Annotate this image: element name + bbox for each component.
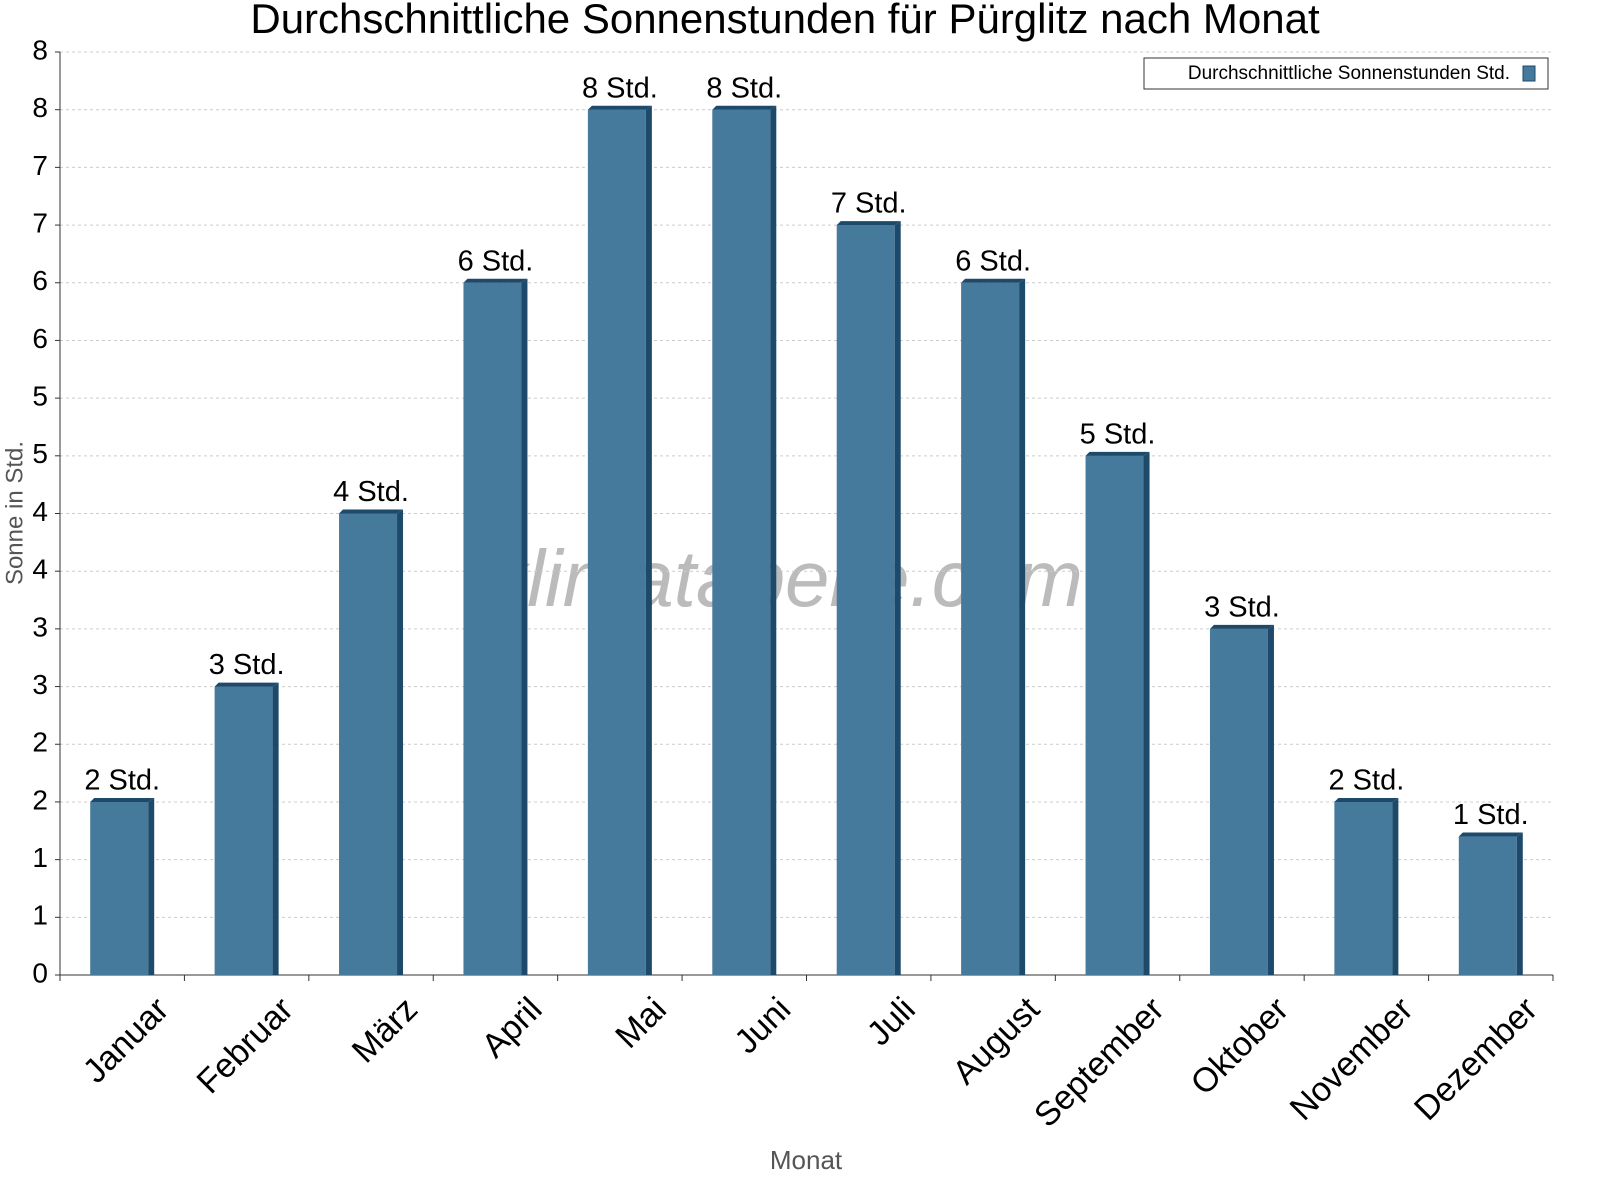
bar-side xyxy=(770,105,777,975)
bar xyxy=(587,109,646,975)
value-label: 6 Std. xyxy=(458,245,534,277)
bar xyxy=(836,225,895,975)
bar xyxy=(1334,801,1393,975)
bar xyxy=(961,282,1020,975)
bar-top xyxy=(1085,451,1150,456)
value-label: 8 Std. xyxy=(706,72,782,104)
y-tick-label: 2 xyxy=(32,784,48,815)
chart-title: Durchschnittliche Sonnenstunden für Pürg… xyxy=(250,0,1320,42)
bar xyxy=(339,513,398,975)
value-label: 2 Std. xyxy=(1328,765,1404,797)
y-tick-label: 8 xyxy=(32,92,48,123)
bar-side xyxy=(521,278,528,975)
y-tick-label: 5 xyxy=(32,438,48,469)
y-tick-label: 6 xyxy=(32,265,48,296)
value-label: 7 Std. xyxy=(831,188,907,220)
value-label: 6 Std. xyxy=(955,245,1031,277)
y-axis-label: Sonne in Std. xyxy=(1,441,28,585)
bar-top xyxy=(214,682,279,687)
value-label: 2 Std. xyxy=(84,765,160,797)
bar-side xyxy=(1143,451,1150,975)
y-tick-label: 8 xyxy=(32,34,48,65)
bar-side xyxy=(1267,624,1274,975)
bar-side xyxy=(1019,278,1026,975)
value-label: 4 Std. xyxy=(333,476,409,508)
y-tick-label: 6 xyxy=(32,323,48,354)
y-tick-label: 3 xyxy=(32,611,48,642)
bar xyxy=(712,109,771,975)
y-tick-label: 2 xyxy=(32,727,48,758)
y-tick-label: 7 xyxy=(32,150,48,181)
bar xyxy=(1209,628,1268,975)
bar xyxy=(90,801,149,975)
bar-side xyxy=(1392,797,1399,975)
bar-side xyxy=(272,682,279,975)
bar xyxy=(1458,836,1517,975)
bar xyxy=(463,282,522,975)
bar-side xyxy=(397,509,404,975)
value-label: 3 Std. xyxy=(1204,592,1280,624)
y-tick-label: 4 xyxy=(32,496,48,527)
y-tick-label: 3 xyxy=(32,669,48,700)
y-tick-label: 7 xyxy=(32,207,48,238)
y-tick-label: 1 xyxy=(32,900,48,931)
bar-top xyxy=(463,278,528,283)
bar-top xyxy=(1334,797,1399,802)
bar-top xyxy=(90,797,155,802)
legend-swatch xyxy=(1522,65,1536,82)
bar-top xyxy=(961,278,1026,283)
bar-top xyxy=(712,105,777,110)
value-label: 5 Std. xyxy=(1080,418,1156,450)
bar xyxy=(214,686,273,975)
bar-top xyxy=(1209,624,1274,629)
bar-side xyxy=(645,105,652,975)
x-axis-label: Monat xyxy=(770,1145,843,1175)
bar-top xyxy=(339,509,404,514)
bar-top xyxy=(587,105,652,110)
value-label: 1 Std. xyxy=(1453,799,1529,831)
bar xyxy=(1085,455,1144,975)
y-tick-label: 1 xyxy=(32,842,48,873)
bar-side xyxy=(148,797,155,975)
value-label: 3 Std. xyxy=(209,649,285,681)
bar-top xyxy=(1458,832,1523,837)
bar-side xyxy=(1516,832,1523,975)
legend-label: Durchschnittliche Sonnenstunden Std. xyxy=(1188,63,1510,84)
value-label: 8 Std. xyxy=(582,72,658,104)
y-tick-label: 5 xyxy=(32,381,48,412)
bar-side xyxy=(894,221,901,975)
legend-box xyxy=(1143,57,1549,90)
y-tick-label: 0 xyxy=(32,957,48,988)
bar-top xyxy=(836,221,901,226)
y-tick-label: 4 xyxy=(32,554,48,585)
